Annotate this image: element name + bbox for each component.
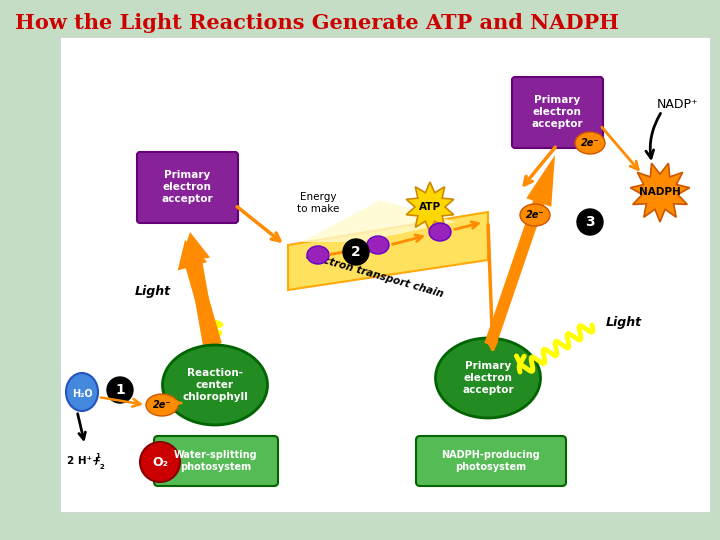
- Text: NADPH-producing
photosystem: NADPH-producing photosystem: [441, 450, 541, 472]
- Polygon shape: [288, 212, 488, 290]
- Circle shape: [140, 442, 180, 482]
- Polygon shape: [406, 182, 454, 232]
- Text: Water-splitting
photosystem: Water-splitting photosystem: [174, 450, 258, 472]
- FancyBboxPatch shape: [416, 436, 566, 486]
- Polygon shape: [178, 240, 222, 347]
- Text: O₂: O₂: [152, 456, 168, 469]
- Ellipse shape: [66, 373, 98, 411]
- FancyBboxPatch shape: [60, 37, 710, 512]
- Text: Primary
electron
acceptor: Primary electron acceptor: [161, 171, 213, 204]
- Text: Light: Light: [606, 316, 642, 329]
- Text: Energy
to make: Energy to make: [297, 192, 339, 214]
- Polygon shape: [485, 155, 555, 347]
- Text: Primary
electron
acceptor: Primary electron acceptor: [462, 361, 514, 395]
- Polygon shape: [630, 163, 690, 222]
- Text: Light: Light: [135, 285, 171, 298]
- Circle shape: [577, 209, 603, 235]
- Text: ATP: ATP: [419, 202, 441, 212]
- Polygon shape: [180, 232, 217, 346]
- Text: How the Light Reactions Generate ATP and NADPH: How the Light Reactions Generate ATP and…: [15, 13, 619, 33]
- Text: 2 H⁺+: 2 H⁺+: [67, 456, 101, 466]
- Text: /: /: [95, 456, 99, 466]
- Ellipse shape: [146, 394, 178, 416]
- Circle shape: [107, 377, 133, 403]
- Text: 2: 2: [99, 464, 104, 470]
- Ellipse shape: [429, 223, 451, 241]
- Text: 1: 1: [115, 383, 125, 397]
- Circle shape: [343, 239, 369, 265]
- Ellipse shape: [163, 345, 268, 425]
- Text: 1: 1: [95, 453, 100, 459]
- Text: 3: 3: [585, 215, 595, 229]
- Ellipse shape: [575, 132, 605, 154]
- FancyBboxPatch shape: [137, 152, 238, 223]
- Text: 2e⁻: 2e⁻: [153, 400, 171, 410]
- Polygon shape: [302, 200, 456, 242]
- Text: 2e⁻: 2e⁻: [526, 210, 544, 220]
- Ellipse shape: [307, 246, 329, 264]
- Text: 2: 2: [351, 245, 361, 259]
- Text: Reaction-
center
chlorophyll: Reaction- center chlorophyll: [182, 368, 248, 402]
- Text: NADPH: NADPH: [639, 187, 681, 197]
- FancyBboxPatch shape: [512, 77, 603, 148]
- Text: H₂O: H₂O: [72, 389, 92, 399]
- Ellipse shape: [436, 338, 541, 418]
- Ellipse shape: [367, 236, 389, 254]
- Text: Primary
electron
acceptor: Primary electron acceptor: [531, 96, 582, 129]
- Ellipse shape: [520, 204, 550, 226]
- Text: Electron transport chain: Electron transport chain: [305, 251, 445, 299]
- FancyBboxPatch shape: [154, 436, 278, 486]
- Text: 2e⁻: 2e⁻: [581, 138, 599, 148]
- Text: NADP⁺: NADP⁺: [657, 98, 698, 111]
